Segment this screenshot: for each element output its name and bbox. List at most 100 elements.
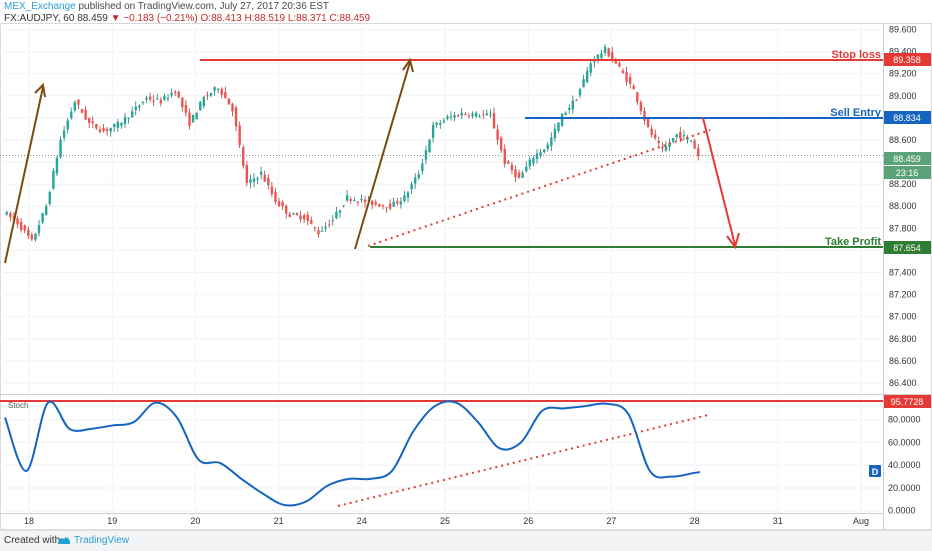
candle-body <box>417 174 420 179</box>
candle-body <box>453 115 456 118</box>
candle-body <box>95 123 98 129</box>
candle-body <box>170 92 173 96</box>
arrow-up-2-head <box>402 57 414 73</box>
candle-body <box>643 111 646 121</box>
candle-body <box>410 184 413 190</box>
sell-entry-price-tag <box>884 111 931 124</box>
candle-body <box>27 229 30 236</box>
candle-body <box>116 121 120 128</box>
candle-body <box>249 179 252 183</box>
candle-body <box>535 153 539 160</box>
candle-body <box>582 79 585 88</box>
stoch-tick-label: 80.0000 <box>888 415 921 425</box>
candle-body <box>263 174 266 182</box>
candle-body <box>553 128 557 139</box>
arrow-up-2[interactable] <box>354 61 411 250</box>
candle-body <box>542 149 546 153</box>
candle-body <box>156 98 159 100</box>
candle-body <box>682 135 686 137</box>
candle-body <box>335 211 338 219</box>
price-tick-label: 89.200 <box>889 69 917 79</box>
trend-line-stoch[interactable] <box>337 414 709 507</box>
candle-body <box>446 116 449 119</box>
candle-body <box>184 105 188 113</box>
candle-body <box>55 157 59 174</box>
candle-body <box>668 143 671 147</box>
candle-body <box>331 219 334 222</box>
price-tick-label: 87.800 <box>889 223 917 233</box>
candle-body <box>539 152 542 157</box>
candle-body <box>521 172 524 178</box>
candle-body <box>628 77 632 84</box>
candle-body <box>202 97 206 106</box>
candle-body <box>489 114 492 116</box>
candle-body <box>363 199 367 203</box>
candle-body <box>270 186 274 195</box>
candle-body <box>281 202 284 207</box>
time-tick-label: 27 <box>606 516 616 526</box>
publisher-link[interactable]: MEX_Exchange <box>4 1 76 12</box>
arrow-up-1[interactable] <box>4 86 44 264</box>
time-tick-label: 26 <box>523 516 533 526</box>
candle-body <box>310 220 313 224</box>
stoch-tick-label: 0.0000 <box>888 506 916 516</box>
arrow-down[interactable] <box>702 117 736 246</box>
candle-body <box>306 214 309 221</box>
candle-body <box>460 112 463 116</box>
candle-body <box>632 85 635 90</box>
candle-body <box>59 139 62 158</box>
candle-body <box>163 96 166 100</box>
take-profit-price-tag <box>884 241 931 254</box>
candle-body <box>496 129 499 140</box>
candle-body <box>607 48 610 57</box>
candle-body <box>657 140 661 143</box>
candle-body <box>285 205 288 214</box>
candle-body <box>675 134 678 138</box>
candle-body <box>456 115 460 117</box>
stop-loss-label: Stop loss <box>831 49 881 61</box>
chart-canvas[interactable]: 89.60089.40089.20089.00088.80088.60088.4… <box>0 0 932 530</box>
candle-body <box>98 129 102 132</box>
candle-body <box>87 118 91 123</box>
candle-body <box>428 139 431 153</box>
candle-body <box>564 112 567 115</box>
time-tick-label: 20 <box>190 516 200 526</box>
price-tick-label: 87.400 <box>889 268 917 278</box>
candle-body <box>195 112 198 120</box>
candle-body <box>431 124 435 138</box>
candle-body <box>507 161 510 164</box>
footer: Created with TradingView <box>0 530 932 551</box>
candle-body <box>227 98 231 105</box>
candle-body <box>421 163 424 172</box>
candle-body <box>224 92 227 99</box>
candle-body <box>571 100 575 110</box>
tradingview-link[interactable]: TradingView <box>74 535 130 546</box>
candle-body <box>596 54 600 59</box>
candle-body <box>374 202 377 205</box>
symbol-info: FX:AUDJPY, 60 88.459 ▼ −0.183 (−0.21%) O… <box>4 13 370 24</box>
candle-body <box>471 113 474 117</box>
candle-body <box>41 212 44 223</box>
candle-body <box>639 102 643 112</box>
stoch-d-badge[interactable] <box>869 465 881 477</box>
arrow-up-1-head <box>34 82 46 98</box>
candle-body <box>44 206 48 215</box>
time-axis: 18 19 20 21 24 25 26 27 28 31 Aug <box>24 516 869 526</box>
candle-body <box>30 234 34 240</box>
candle-body <box>216 89 220 91</box>
candle-body <box>557 122 560 132</box>
time-tick-label: 19 <box>107 516 117 526</box>
candle-body <box>102 127 105 132</box>
candle-body <box>399 201 403 205</box>
symbol-name: FX:AUDJPY, 60 <box>4 13 75 24</box>
candle-body <box>242 147 245 166</box>
price-tick-label: 87.200 <box>889 290 917 300</box>
time-tick-label: 21 <box>274 516 284 526</box>
candle-body <box>34 233 37 240</box>
candle-body <box>503 148 506 164</box>
candle-body <box>127 117 130 119</box>
candle-body <box>492 113 496 129</box>
candle-body <box>435 122 438 125</box>
trend-line-price[interactable] <box>367 129 711 247</box>
candle-body <box>593 61 596 63</box>
